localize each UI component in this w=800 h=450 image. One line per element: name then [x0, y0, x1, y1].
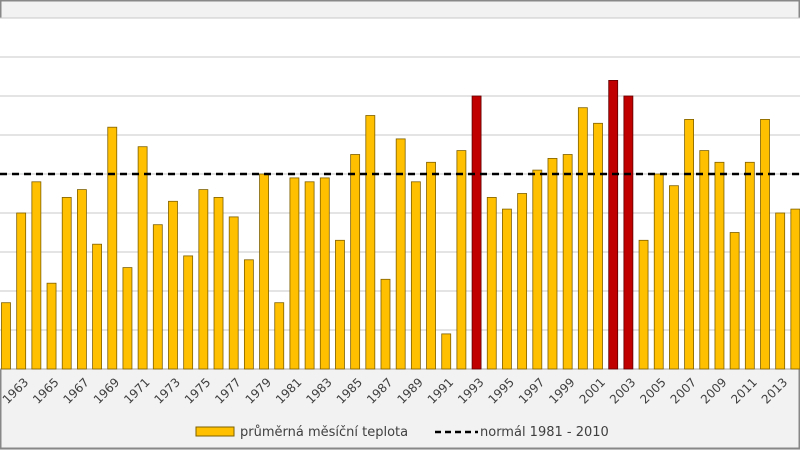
- bar-1964: [31, 181, 42, 370]
- bar-1994: [486, 196, 497, 370]
- bar-2001: [593, 122, 603, 370]
- bar-1973: [168, 200, 178, 370]
- bar-1974: [183, 255, 194, 370]
- bar-1962: [1, 302, 11, 370]
- legend: průměrná měsíční teplota normál 1981 - 2…: [195, 425, 609, 440]
- bar-1972: [152, 224, 163, 370]
- bar-1981: [289, 177, 300, 370]
- bar-1986: [365, 115, 376, 370]
- bar-1969: [107, 126, 118, 370]
- bar-1984: [335, 239, 345, 370]
- bar-2002: [608, 80, 619, 370]
- bar-1993: [471, 95, 482, 370]
- bar-1980: [274, 302, 285, 370]
- bar-1987: [380, 278, 391, 370]
- bar-1992: [456, 150, 467, 370]
- bar-1966: [61, 196, 72, 370]
- bar-2010: [729, 232, 740, 370]
- bar-2004: [638, 239, 649, 370]
- bar-1979: [259, 173, 269, 370]
- bar-1978: [243, 259, 254, 370]
- bar-1975: [198, 189, 209, 370]
- bar-1970: [122, 267, 133, 370]
- bar-1976: [213, 196, 224, 370]
- bar-1985: [350, 154, 361, 370]
- bar-2011: [744, 161, 755, 370]
- bar-1982: [304, 181, 315, 370]
- bar-2008: [699, 150, 710, 370]
- bar-1995: [502, 208, 512, 370]
- bar-1991: [441, 333, 452, 370]
- bar-2003: [623, 95, 634, 370]
- bar-1977: [228, 216, 239, 370]
- bar-1997: [532, 169, 543, 370]
- bar-1983: [319, 177, 330, 370]
- bar-2013: [775, 212, 786, 370]
- bar-2000: [577, 107, 588, 370]
- legend-swatch-bars: [195, 426, 235, 437]
- bar-1996: [517, 193, 528, 370]
- bar-2009: [714, 161, 725, 370]
- bar-1989: [410, 181, 421, 370]
- bar-2005: [653, 173, 664, 370]
- bar-1988: [395, 138, 406, 370]
- bar-2006: [669, 185, 679, 370]
- bar-1965: [46, 282, 57, 370]
- bar-1999: [562, 154, 573, 370]
- bar-1990: [426, 161, 436, 370]
- legend-label-bars: průměrná měsíční teplota: [240, 425, 408, 440]
- bar-1998: [547, 157, 558, 370]
- legend-label-normal: normál 1981 - 2010: [480, 425, 609, 440]
- bar-2012: [760, 119, 770, 370]
- bar-1968: [92, 243, 102, 370]
- bar-1971: [137, 146, 148, 370]
- bar-1967: [77, 189, 87, 370]
- bar-2007: [684, 119, 694, 370]
- bar-2014: [790, 208, 800, 370]
- bar-1963: [16, 212, 27, 370]
